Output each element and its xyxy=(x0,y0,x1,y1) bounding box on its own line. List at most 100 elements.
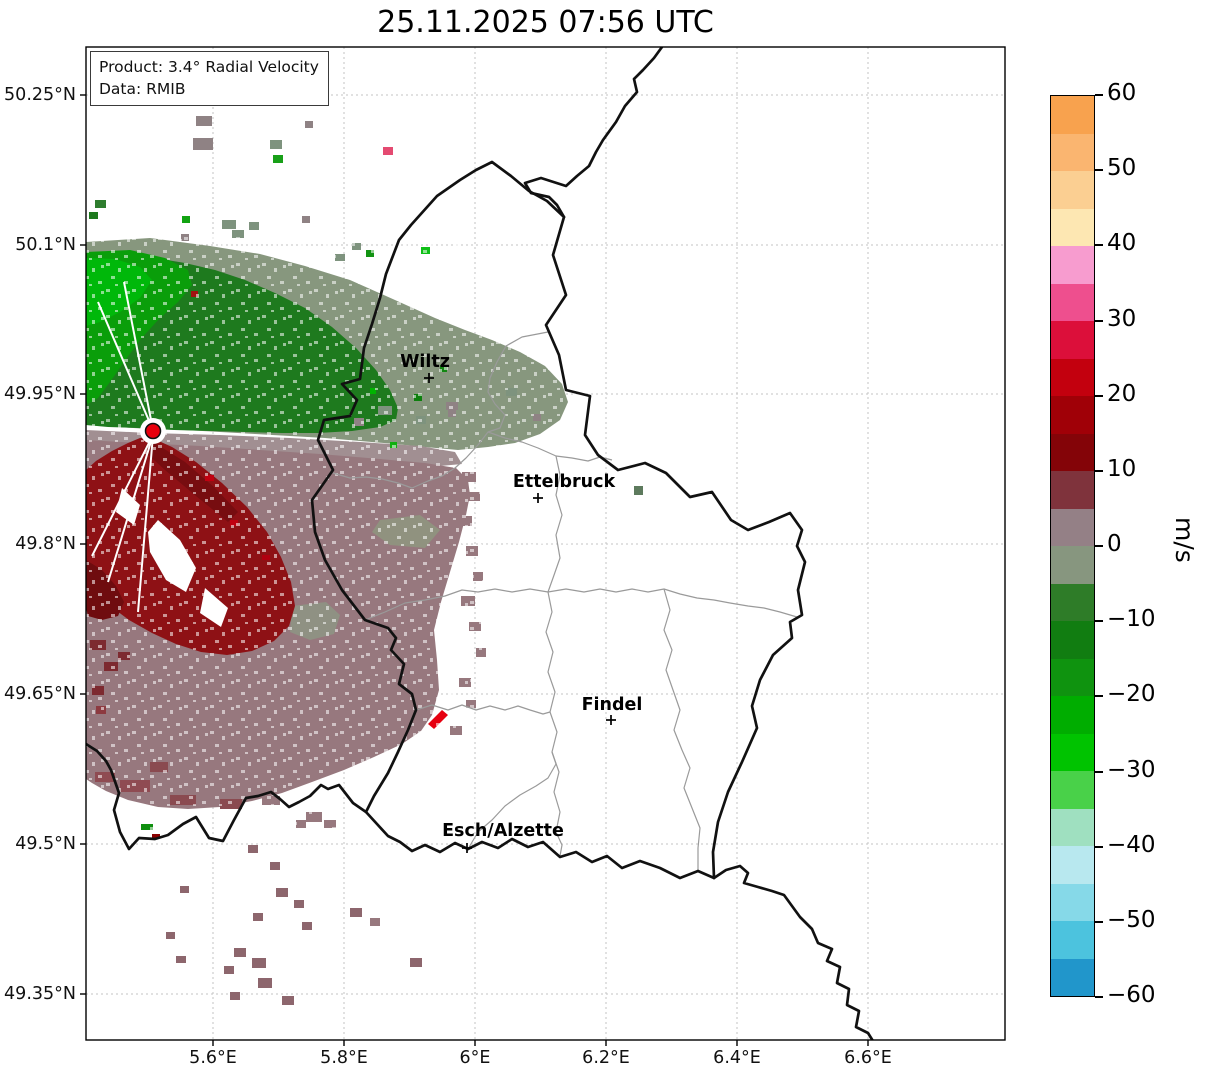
colorbar-segment xyxy=(1051,96,1094,134)
lat-tick-label: 49.5°N xyxy=(15,834,76,854)
colorbar-tick-label: −20 xyxy=(1107,681,1156,708)
field-patch xyxy=(224,966,234,974)
country-border-line xyxy=(86,742,368,851)
field-patch xyxy=(634,486,643,495)
colorbar-tick xyxy=(1095,469,1103,472)
region-border-line xyxy=(547,455,563,593)
colorbar-segment xyxy=(1051,696,1094,734)
field-patch xyxy=(248,845,258,853)
field-patch xyxy=(234,948,246,957)
colorbar-tick-label: 60 xyxy=(1107,80,1137,106)
lat-tick-label: 49.8°N xyxy=(15,534,76,554)
field-patch xyxy=(95,200,106,208)
colorbar-segment xyxy=(1051,508,1094,546)
colorbar-tick xyxy=(1095,845,1103,848)
region-border-line xyxy=(415,704,551,715)
lat-tick-label: 49.95°N xyxy=(4,384,76,404)
colorbar-tick xyxy=(1095,770,1103,773)
city-label: Esch/Alzette xyxy=(442,821,564,841)
colorbar-segment xyxy=(1051,171,1094,209)
colorbar-segment xyxy=(1051,958,1094,996)
colorbar-tick-label: −40 xyxy=(1107,831,1156,858)
colorbar-segment xyxy=(1051,321,1094,359)
field-patch xyxy=(180,886,189,893)
colorbar-tick xyxy=(1095,545,1103,547)
colorbar-segment xyxy=(1051,546,1094,584)
field-patch xyxy=(230,992,240,1000)
field-patch xyxy=(350,908,362,917)
colorbar xyxy=(1050,95,1095,997)
colorbar-segment xyxy=(1051,208,1094,246)
colorbar-tick-label: 30 xyxy=(1107,305,1137,332)
field-patch xyxy=(305,121,313,128)
colorbar-segment xyxy=(1051,733,1094,771)
field-patch xyxy=(294,900,304,908)
colorbar-tick xyxy=(1095,94,1103,96)
country-borders xyxy=(86,47,874,1040)
city-label: Findel xyxy=(582,695,643,715)
field-patch xyxy=(370,918,380,926)
lat-tick-label: 49.65°N xyxy=(4,684,76,704)
city-ettelbruck: Ettelbruck xyxy=(513,472,616,503)
velocity-field-layer xyxy=(86,116,643,1005)
colorbar-tick xyxy=(1095,996,1103,998)
field-patch xyxy=(273,155,283,163)
lon-tick-label: 6.4°E xyxy=(713,1048,761,1068)
region-border-line xyxy=(364,588,798,621)
colorbar-units-label: m/s xyxy=(1170,517,1199,563)
colorbar-tick xyxy=(1095,920,1103,923)
speckle-overlay xyxy=(86,230,586,830)
region-borders xyxy=(332,331,798,870)
field-patch xyxy=(252,958,266,968)
field-patch xyxy=(383,147,393,155)
field-patch xyxy=(258,978,272,988)
colorbar-tick-label: 50 xyxy=(1107,155,1137,182)
colorbar-segment xyxy=(1051,846,1094,884)
field-patch xyxy=(222,220,236,229)
colorbar-segment xyxy=(1051,246,1094,284)
field-patch xyxy=(166,932,175,939)
colorbar-segment xyxy=(1051,583,1094,621)
field-patch xyxy=(182,216,190,223)
lat-tick-label: 49.35°N xyxy=(4,984,76,1004)
colorbar-segment xyxy=(1051,471,1094,509)
field-patch xyxy=(282,996,294,1005)
country-border-line xyxy=(523,47,664,219)
colorbar-tick-label: −30 xyxy=(1107,756,1156,783)
colorbar-tick-label: 40 xyxy=(1107,230,1137,257)
field-patch xyxy=(253,913,263,921)
colorbar-segment xyxy=(1051,396,1094,434)
field-patch xyxy=(249,222,259,230)
axis-ticks xyxy=(80,94,869,1046)
colorbar-tick-label: −10 xyxy=(1107,606,1156,633)
city-label: Ettelbruck xyxy=(513,472,616,492)
field-patch xyxy=(302,922,312,930)
colorbar-tick-label: −50 xyxy=(1107,906,1156,933)
colorbar-segment xyxy=(1051,921,1094,959)
field-patch xyxy=(193,138,213,150)
city-label: Wiltz xyxy=(400,352,450,372)
colorbar-segment xyxy=(1051,433,1094,471)
colorbar-tick xyxy=(1095,169,1103,172)
colorbar-tick-label: 20 xyxy=(1107,380,1137,407)
colorbar-segment xyxy=(1051,658,1094,696)
country-border-line xyxy=(310,160,807,880)
colorbar-tick xyxy=(1095,319,1103,322)
region-border-line xyxy=(663,588,701,870)
region-border-line xyxy=(545,591,563,857)
field-patch xyxy=(196,116,212,126)
field-patch xyxy=(302,216,310,223)
region-border-line xyxy=(467,751,557,850)
field-patch xyxy=(276,888,288,897)
field-patch xyxy=(270,140,282,149)
colorbar-segment xyxy=(1051,283,1094,321)
field-patch xyxy=(176,956,186,963)
lon-tick-label: 6°E xyxy=(459,1048,491,1068)
field-patch xyxy=(410,958,422,967)
colorbar-segment xyxy=(1051,133,1094,171)
lon-tick-label: 5.8°E xyxy=(320,1048,368,1068)
colorbar-segment xyxy=(1051,771,1094,809)
colorbar-segment xyxy=(1051,621,1094,659)
field-patch xyxy=(270,862,280,870)
